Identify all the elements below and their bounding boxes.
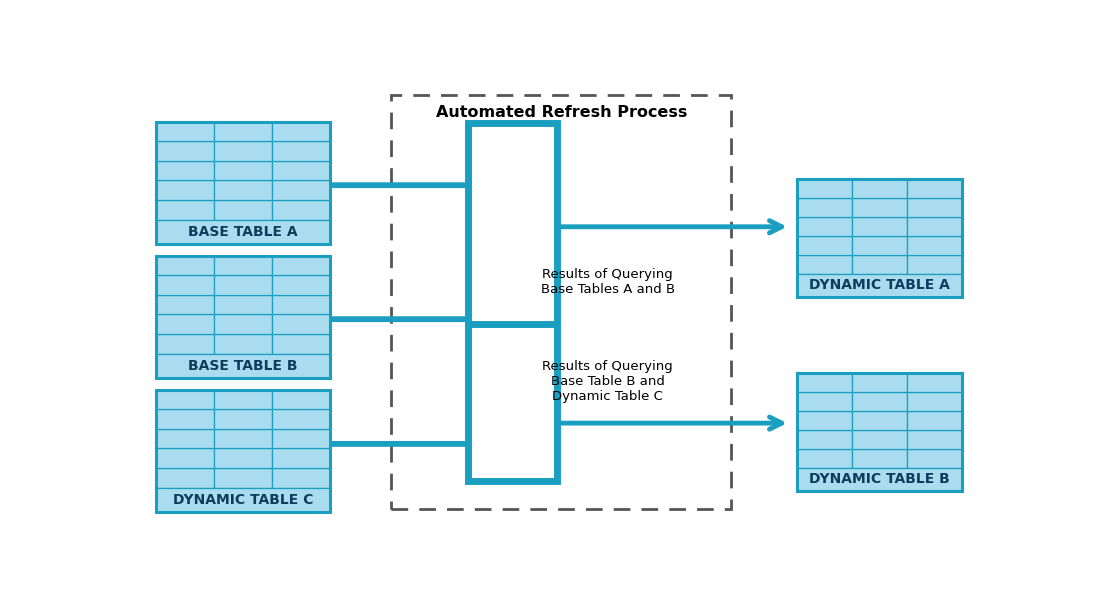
Bar: [272, 161, 330, 181]
Bar: [797, 373, 852, 392]
Bar: [852, 430, 907, 449]
Bar: [214, 256, 272, 275]
Bar: [797, 255, 852, 274]
Bar: [797, 236, 852, 255]
Text: DYNAMIC TABLE B: DYNAMIC TABLE B: [809, 472, 949, 487]
Text: DYNAMIC TABLE C: DYNAMIC TABLE C: [173, 493, 313, 507]
Bar: [155, 389, 330, 512]
Bar: [468, 123, 557, 481]
Bar: [214, 200, 272, 220]
Text: BASE TABLE A: BASE TABLE A: [188, 225, 298, 239]
Bar: [155, 468, 214, 488]
Bar: [907, 217, 963, 236]
Bar: [907, 373, 963, 392]
Bar: [468, 123, 557, 481]
Bar: [797, 217, 852, 236]
Bar: [155, 141, 214, 161]
Bar: [797, 198, 852, 217]
Bar: [214, 314, 272, 334]
Text: BASE TABLE B: BASE TABLE B: [188, 359, 298, 373]
Bar: [852, 373, 907, 392]
Bar: [155, 200, 214, 220]
Bar: [272, 200, 330, 220]
Bar: [155, 181, 214, 200]
Text: Results of Querying
Base Table B and
Dynamic Table C: Results of Querying Base Table B and Dyn…: [542, 360, 673, 403]
Bar: [852, 411, 907, 430]
Bar: [155, 256, 214, 275]
Text: Automated Refresh Process: Automated Refresh Process: [436, 105, 687, 120]
Bar: [907, 236, 963, 255]
Bar: [214, 334, 272, 353]
Bar: [155, 409, 214, 429]
Bar: [214, 468, 272, 488]
Bar: [272, 181, 330, 200]
Bar: [272, 334, 330, 353]
Bar: [797, 179, 963, 297]
Bar: [852, 217, 907, 236]
Bar: [155, 448, 214, 468]
Bar: [155, 275, 214, 295]
Text: DYNAMIC TABLE A: DYNAMIC TABLE A: [809, 278, 949, 292]
Bar: [155, 389, 214, 409]
Bar: [155, 429, 214, 448]
Bar: [907, 198, 963, 217]
Bar: [272, 275, 330, 295]
Bar: [155, 334, 214, 353]
Bar: [797, 274, 963, 297]
Text: Results of Querying
Base Tables A and B: Results of Querying Base Tables A and B: [541, 268, 675, 296]
Bar: [797, 430, 852, 449]
Bar: [852, 392, 907, 411]
Bar: [214, 181, 272, 200]
Bar: [797, 449, 852, 468]
Bar: [392, 95, 730, 509]
Bar: [214, 122, 272, 141]
Bar: [214, 161, 272, 181]
Bar: [272, 429, 330, 448]
Bar: [214, 141, 272, 161]
Bar: [272, 256, 330, 275]
Bar: [214, 295, 272, 314]
Bar: [907, 430, 963, 449]
Bar: [272, 409, 330, 429]
Bar: [907, 255, 963, 274]
Bar: [852, 255, 907, 274]
Bar: [214, 448, 272, 468]
Bar: [797, 468, 963, 491]
Bar: [155, 256, 330, 378]
Bar: [214, 389, 272, 409]
Bar: [907, 179, 963, 198]
Bar: [214, 409, 272, 429]
Bar: [852, 449, 907, 468]
Bar: [852, 179, 907, 198]
Bar: [907, 411, 963, 430]
Bar: [155, 295, 214, 314]
Bar: [272, 122, 330, 141]
Bar: [797, 392, 852, 411]
Bar: [797, 411, 852, 430]
Bar: [214, 275, 272, 295]
Bar: [155, 314, 214, 334]
Bar: [272, 448, 330, 468]
Bar: [155, 122, 330, 244]
Bar: [852, 198, 907, 217]
Bar: [797, 373, 963, 491]
Bar: [272, 141, 330, 161]
Bar: [155, 122, 214, 141]
Bar: [797, 179, 852, 198]
Bar: [907, 449, 963, 468]
Bar: [907, 392, 963, 411]
Bar: [155, 353, 330, 378]
Bar: [272, 295, 330, 314]
Bar: [852, 236, 907, 255]
Bar: [272, 468, 330, 488]
Bar: [272, 389, 330, 409]
Bar: [155, 220, 330, 244]
Bar: [214, 429, 272, 448]
Bar: [155, 161, 214, 181]
Bar: [155, 488, 330, 512]
Bar: [272, 314, 330, 334]
